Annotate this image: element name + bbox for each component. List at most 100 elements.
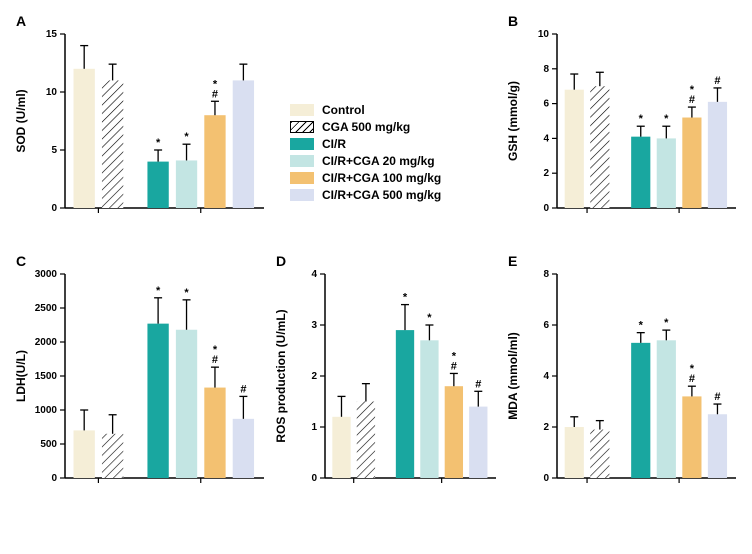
svg-text:*: * [427,312,432,324]
bar-cir20 [176,160,197,208]
svg-text:*: * [664,113,669,125]
panel-C: 050010001500200025003000LDH(U/L)***##C [10,250,270,510]
bar-cir20 [657,340,676,478]
svg-text:1000: 1000 [35,405,58,416]
bar-cir500 [469,407,487,478]
figure-grid: 051015SOD (U/ml)***#A ControlCGA 500 mg/… [10,10,742,510]
svg-text:0: 0 [543,203,549,214]
bar-cir [396,330,414,478]
legend-item: CI/R+CGA 500 mg/kg [290,188,441,202]
bar-control [74,69,95,208]
legend-cell: ControlCGA 500 mg/kgCI/RCI/R+CGA 20 mg/k… [270,10,502,240]
svg-text:D: D [276,253,286,269]
svg-text:2: 2 [311,371,317,382]
svg-text:6: 6 [543,99,549,110]
bar-cir [631,343,650,478]
svg-text:0: 0 [51,203,57,214]
bar-cir20 [176,330,197,478]
svg-text:2000: 2000 [35,337,58,348]
panel-E: 02468MDA (mmol/ml)***##E [502,250,742,510]
svg-text:2500: 2500 [35,303,58,314]
svg-text:0: 0 [51,473,57,484]
legend: ControlCGA 500 mg/kgCI/RCI/R+CGA 20 mg/k… [290,100,441,205]
legend-label: Control [322,103,365,117]
svg-text:8: 8 [543,64,549,75]
bar-cir100 [204,115,225,208]
bar-control [332,417,350,478]
panel-B: 0246810GSH (mmol/g)***##B [502,10,742,240]
svg-text:ROS production (U/mL): ROS production (U/mL) [274,309,288,442]
svg-text:3000: 3000 [35,269,58,280]
svg-text:#: # [714,391,720,403]
legend-item: CI/R [290,137,441,151]
svg-text:#: # [451,360,457,372]
svg-text:MDA (mmol/ml): MDA (mmol/ml) [506,332,520,420]
svg-text:10: 10 [46,87,58,98]
svg-text:10: 10 [538,29,550,40]
svg-text:A: A [16,13,26,29]
svg-text:#: # [212,354,218,366]
svg-text:B: B [508,13,518,29]
svg-text:E: E [508,253,517,269]
bar-cga500 [357,402,375,479]
svg-text:6: 6 [543,320,549,331]
legend-item: CI/R+CGA 100 mg/kg [290,171,441,185]
svg-text:1: 1 [311,422,317,433]
legend-swatch [290,155,314,167]
panel-D: 01234ROS production (U/mL)***##D [270,250,502,510]
svg-text:*: * [664,317,669,329]
legend-swatch [290,104,314,116]
bar-cir [147,162,168,208]
bar-cir100 [204,388,225,478]
legend-item: Control [290,103,441,117]
legend-label: CI/R [322,137,346,151]
svg-text:#: # [689,94,695,106]
bar-cga500 [590,430,609,478]
svg-text:#: # [689,373,695,385]
bar-control [565,90,584,208]
svg-text:#: # [212,88,218,100]
svg-text:#: # [240,383,246,395]
svg-text:4: 4 [543,371,549,382]
svg-text:8: 8 [543,269,549,280]
svg-text:*: * [639,113,644,125]
bar-cir500 [233,80,254,208]
svg-text:0: 0 [311,473,317,484]
bar-control [74,430,95,478]
svg-text:LDH(U/L): LDH(U/L) [14,350,28,402]
svg-text:15: 15 [46,29,58,40]
svg-text:3: 3 [311,320,317,331]
svg-text:4: 4 [543,133,549,144]
svg-text:*: * [639,320,644,332]
svg-text:2: 2 [543,422,549,433]
svg-text:GSH (mmol/g): GSH (mmol/g) [506,81,520,161]
legend-label: CI/R+CGA 500 mg/kg [322,188,441,202]
bar-cga500 [590,86,609,208]
svg-text:*: * [403,292,408,304]
bar-cir [631,137,650,208]
panel-A: 051015SOD (U/ml)***#A [10,10,270,240]
legend-swatch [290,189,314,201]
svg-text:2: 2 [543,168,549,179]
bar-cir [147,324,168,478]
bar-cga500 [102,434,123,478]
svg-text:*: * [156,137,161,149]
svg-text:1500: 1500 [35,371,58,382]
legend-item: CI/R+CGA 20 mg/kg [290,154,441,168]
svg-text:500: 500 [40,439,57,450]
bar-cir100 [682,396,701,478]
bar-cir20 [657,138,676,208]
legend-label: CI/R+CGA 20 mg/kg [322,154,435,168]
svg-text:0: 0 [543,473,549,484]
legend-swatch [290,172,314,184]
svg-text:#: # [714,75,720,87]
bar-cga500 [102,80,123,208]
bar-cir500 [708,414,727,478]
svg-text:C: C [16,253,26,269]
svg-text:5: 5 [51,145,57,156]
legend-swatch [290,138,314,150]
svg-text:SOD (U/ml): SOD (U/ml) [14,89,28,152]
bar-cir500 [708,102,727,208]
svg-text:*: * [184,131,189,143]
bar-cir20 [420,340,438,478]
